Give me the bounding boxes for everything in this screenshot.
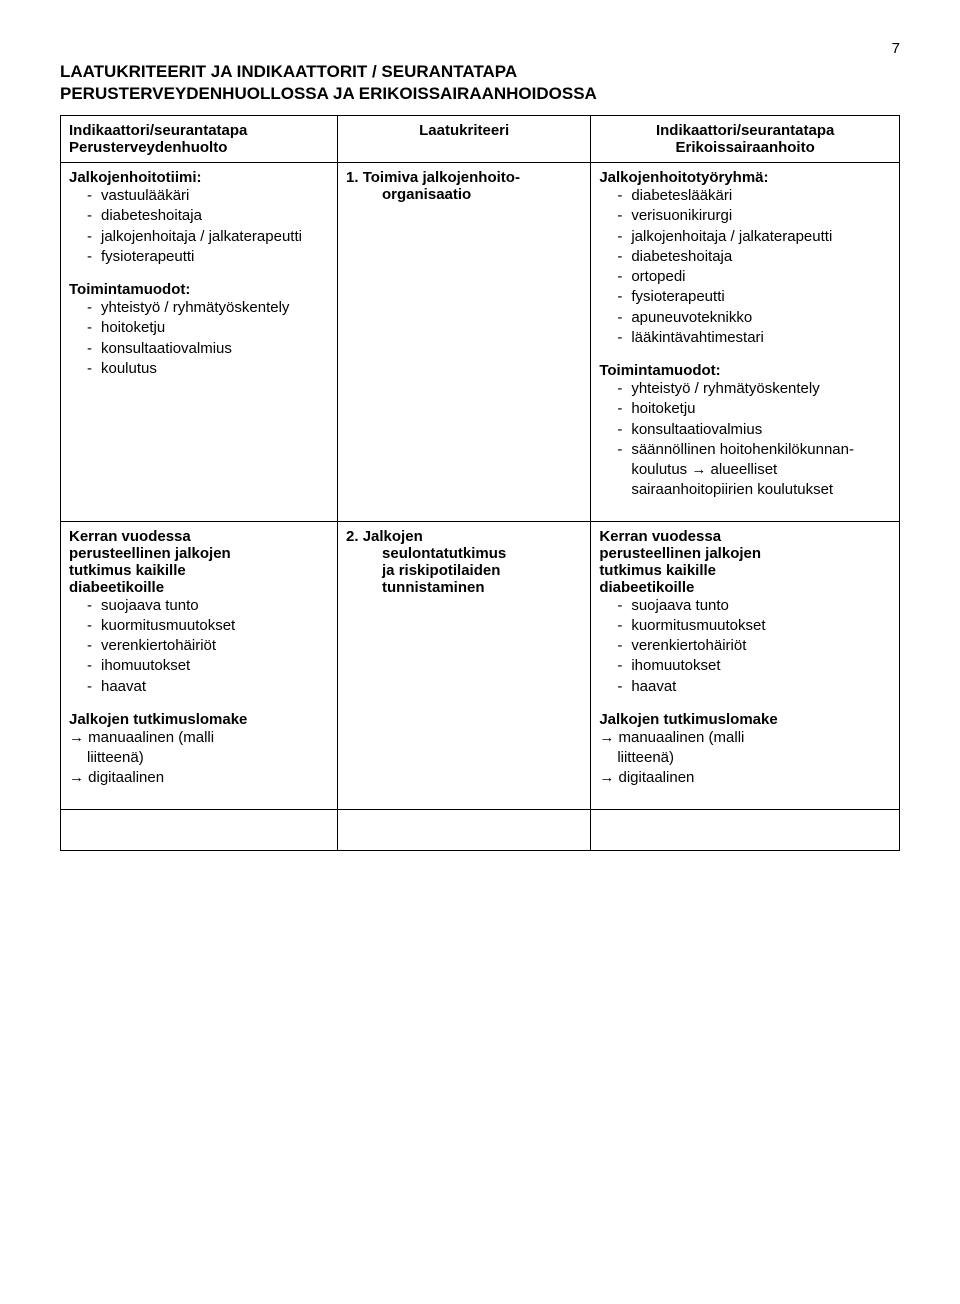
list-item: diabeteslääkäri bbox=[617, 186, 891, 206]
row2-left-intro2: perusteellinen jalkojen bbox=[69, 545, 329, 562]
list-item: konsultaatiovalmius bbox=[87, 339, 329, 359]
row2-mid: 2. Jalkojen seulontatutkimus ja riskipot… bbox=[338, 521, 591, 809]
row1-right-team-list: diabeteslääkäri verisuonikirurgi jalkoje… bbox=[599, 186, 891, 348]
row1-right-modes-title: Toimintamuodot: bbox=[599, 362, 891, 379]
criterion-1-line2: organisaatio bbox=[364, 186, 471, 203]
list-item: suojaava tunto bbox=[617, 596, 891, 616]
list-item: lääkintävahtimestari bbox=[617, 328, 891, 348]
list-item: jalkojenhoitaja / jalkaterapeutti bbox=[617, 227, 891, 247]
empty-cell bbox=[338, 809, 591, 850]
criterion-2-number: 2. bbox=[346, 528, 359, 545]
row2-right-intro2: perusteellinen jalkojen bbox=[599, 545, 891, 562]
row1-left-modes-title: Toimintamuodot: bbox=[69, 281, 329, 298]
list-item: diabeteshoitaja bbox=[87, 206, 329, 226]
row1-left: Jalkojenhoitotiimi: vastuulääkäri diabet… bbox=[61, 163, 338, 522]
criteria-table: Indikaattori/seurantatapa Perusterveyden… bbox=[60, 115, 900, 851]
criterion-1-number: 1. bbox=[346, 169, 359, 186]
row2-left: Kerran vuodessa perusteellinen jalkojen … bbox=[61, 521, 338, 809]
list-item: ihomuutokset bbox=[617, 656, 891, 676]
header-left: Indikaattori/seurantatapa Perusterveyden… bbox=[61, 116, 338, 163]
empty-row bbox=[61, 809, 900, 850]
empty-cell bbox=[61, 809, 338, 850]
row1-right: Jalkojenhoitotyöryhmä: diabeteslääkäri v… bbox=[591, 163, 900, 522]
criterion-2-line3: ja riskipotilaiden bbox=[364, 562, 500, 579]
main-heading: LAATUKRITEERIT JA INDIKAATTORIT / SEURAN… bbox=[60, 61, 900, 105]
criterion-2-line2: seulontatutkimus bbox=[364, 545, 506, 562]
list-item: ihomuutokset bbox=[87, 656, 329, 676]
list-item: yhteistyö / ryhmätyöskentely bbox=[617, 379, 891, 399]
list-item: verisuonikirurgi bbox=[617, 206, 891, 226]
row2-left-intro1: Kerran vuodessa bbox=[69, 528, 329, 545]
row2-left-intro4: diabeetikoille bbox=[69, 579, 329, 596]
heading-line-1: LAATUKRITEERIT JA INDIKAATTORIT / SEURAN… bbox=[60, 62, 517, 81]
row1-mid: 1. Toimiva jalkojenhoito- organisaatio bbox=[338, 163, 591, 522]
header-right-line1: Indikaattori/seurantatapa bbox=[656, 122, 834, 139]
row2-left-intro3: tutkimus kaikille bbox=[69, 562, 329, 579]
list-item: verenkiertohäiriöt bbox=[87, 636, 329, 656]
page-number: 7 bbox=[60, 40, 900, 57]
header-right-line2: Erikoissairaanhoito bbox=[676, 139, 815, 156]
list-item: suojaava tunto bbox=[87, 596, 329, 616]
row2-right-intro4: diabeetikoille bbox=[599, 579, 891, 596]
criterion-row-1: Jalkojenhoitotiimi: vastuulääkäri diabet… bbox=[61, 163, 900, 522]
row1-right-team-title: Jalkojenhoitotyöryhmä: bbox=[599, 169, 891, 186]
heading-line-2: PERUSTERVEYDENHUOLLOSSA JA ERIKOISSAIRAA… bbox=[60, 84, 597, 103]
row2-left-items: suojaava tunto kuormitusmuutokset verenk… bbox=[69, 596, 329, 697]
list-item: konsultaatiovalmius bbox=[617, 420, 891, 440]
list-item: yhteistyö / ryhmätyöskentely bbox=[87, 298, 329, 318]
row1-left-team-title: Jalkojenhoitotiimi: bbox=[69, 169, 329, 186]
list-item: verenkiertohäiriöt bbox=[617, 636, 891, 656]
row2-right-intro3: tutkimus kaikille bbox=[599, 562, 891, 579]
list-item: vastuulääkäri bbox=[87, 186, 329, 206]
row2-right-form-title: Jalkojen tutkimuslomake bbox=[599, 711, 891, 728]
row1-left-modes-list: yhteistyö / ryhmätyöskentely hoitoketju … bbox=[69, 298, 329, 379]
list-item: fysioterapeutti bbox=[617, 287, 891, 307]
list-item: apuneuvoteknikko bbox=[617, 308, 891, 328]
list-item: koulutus bbox=[87, 359, 329, 379]
row1-right-modes-list: yhteistyö / ryhmätyöskentely hoitoketju … bbox=[599, 379, 891, 501]
list-item: fysioterapeutti bbox=[87, 247, 329, 267]
row2-right-items: suojaava tunto kuormitusmuutokset verenk… bbox=[599, 596, 891, 697]
list-item: jalkojenhoitaja / jalkaterapeutti bbox=[87, 227, 329, 247]
criterion-2-line1: Jalkojen bbox=[363, 528, 423, 545]
criterion-1-line1: Toimiva jalkojenhoito- bbox=[363, 169, 520, 186]
row2-right-form-line1: → manuaalinen (malli bbox=[599, 728, 891, 748]
list-item: hoitoketju bbox=[87, 318, 329, 338]
empty-cell bbox=[591, 809, 900, 850]
list-item: haavat bbox=[617, 677, 891, 697]
row2-right-form-line1b: liitteenä) bbox=[599, 748, 891, 768]
header-right: Indikaattori/seurantatapa Erikoissairaan… bbox=[591, 116, 900, 163]
row2-left-form-title: Jalkojen tutkimuslomake bbox=[69, 711, 329, 728]
list-item: ortopedi bbox=[617, 267, 891, 287]
list-item: diabeteshoitaja bbox=[617, 247, 891, 267]
table-header-row: Indikaattori/seurantatapa Perusterveyden… bbox=[61, 116, 900, 163]
row2-right-form-line2: → digitaalinen bbox=[599, 768, 891, 788]
row2-left-form-line1: → manuaalinen (malli bbox=[69, 728, 329, 748]
header-left-line2: Perusterveydenhuolto bbox=[69, 139, 227, 156]
row2-left-form-line1b: liitteenä) bbox=[69, 748, 329, 768]
list-item: kuormitusmuutokset bbox=[617, 616, 891, 636]
criterion-2-line4: tunnistaminen bbox=[364, 579, 485, 596]
list-item: hoitoketju bbox=[617, 399, 891, 419]
row2-left-form-line2: → digitaalinen bbox=[69, 768, 329, 788]
row1-left-team-list: vastuulääkäri diabeteshoitaja jalkojenho… bbox=[69, 186, 329, 267]
criterion-row-2: Kerran vuodessa perusteellinen jalkojen … bbox=[61, 521, 900, 809]
list-item: kuormitusmuutokset bbox=[87, 616, 329, 636]
row2-right-intro1: Kerran vuodessa bbox=[599, 528, 891, 545]
list-item: haavat bbox=[87, 677, 329, 697]
row2-right: Kerran vuodessa perusteellinen jalkojen … bbox=[591, 521, 900, 809]
header-mid: Laatukriteeri bbox=[338, 116, 591, 163]
header-left-line1: Indikaattori/seurantatapa bbox=[69, 122, 247, 139]
list-item: säännöllinen hoitohenkilökunnan-koulutus… bbox=[617, 440, 891, 501]
